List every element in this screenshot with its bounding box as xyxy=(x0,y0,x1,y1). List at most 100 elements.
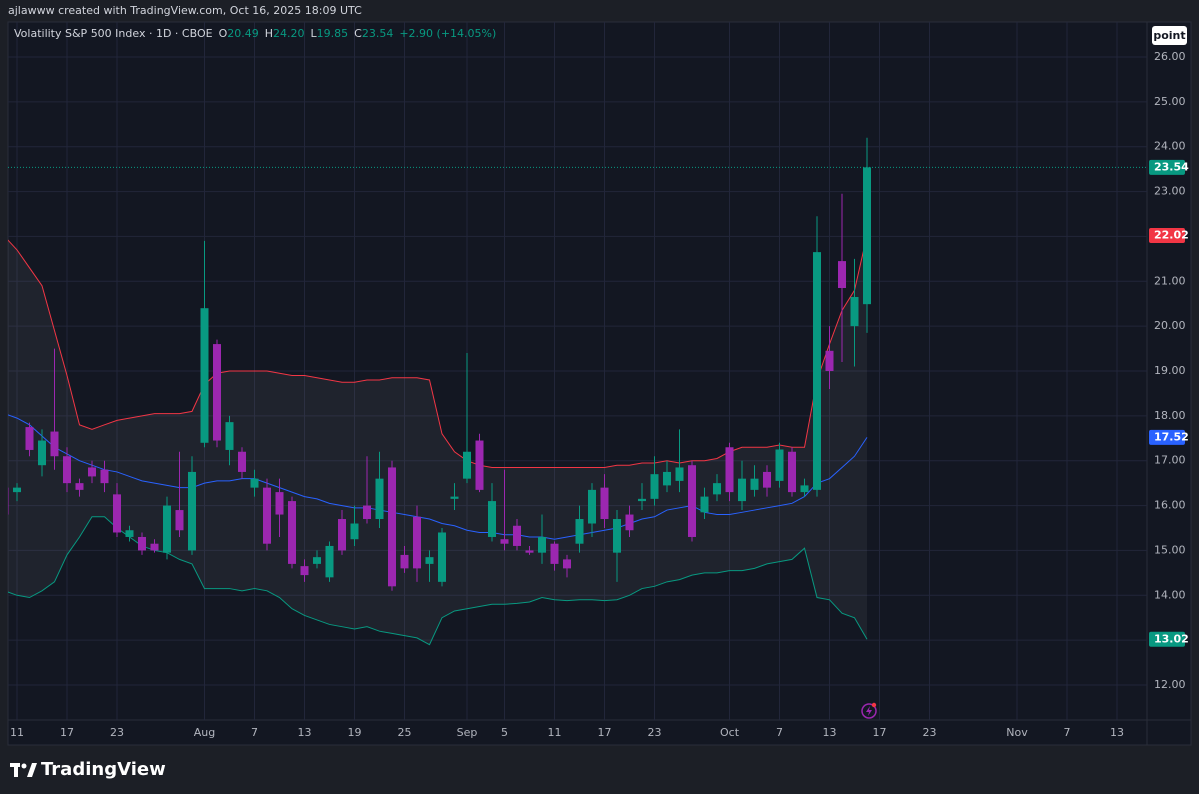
candle-body xyxy=(8,487,9,515)
candle-body xyxy=(500,539,509,544)
candle-body xyxy=(788,451,796,493)
candle-body xyxy=(300,566,309,576)
legend-key: O xyxy=(219,27,228,40)
x-tick-label: 25 xyxy=(398,726,412,739)
candle-body xyxy=(175,510,184,531)
plot xyxy=(8,137,1147,646)
candle-body xyxy=(200,308,209,443)
legend-key: L xyxy=(311,27,318,40)
candle-body xyxy=(588,489,596,524)
candle-body xyxy=(675,467,684,481)
candle-body xyxy=(425,557,434,564)
candle-body xyxy=(325,545,334,578)
candle-body xyxy=(138,536,146,551)
candle-body xyxy=(563,559,571,569)
y-tick-label: 14.00 xyxy=(1154,588,1186,601)
candle-body xyxy=(600,487,609,520)
candle-body xyxy=(63,456,71,484)
price-badge xyxy=(1149,159,1185,175)
legend-value: 20.49 xyxy=(227,27,259,40)
candle-body xyxy=(438,532,446,582)
candle-body xyxy=(338,519,346,551)
candle-body xyxy=(625,514,634,531)
candle-body xyxy=(838,261,846,289)
legend-key: C xyxy=(354,27,362,40)
candle-body xyxy=(738,478,746,502)
candle-body xyxy=(688,465,696,537)
footer-logo xyxy=(10,763,37,777)
candle-body xyxy=(763,471,771,488)
candle-body xyxy=(825,350,834,371)
x-tick-label: 17 xyxy=(60,726,74,739)
price-badge xyxy=(1149,631,1185,647)
x-tick-label: 23 xyxy=(923,726,937,739)
legend-value: 24.20 xyxy=(273,27,305,40)
candle-body xyxy=(638,498,646,502)
candle-body xyxy=(250,478,259,488)
price-badge-label: 17.52 xyxy=(1154,430,1189,443)
y-tick-label: 12.00 xyxy=(1154,678,1186,691)
candle-body xyxy=(525,550,534,553)
candle-body xyxy=(225,422,234,450)
legend-key: H xyxy=(265,27,273,40)
candle-body xyxy=(238,451,246,472)
candle-body xyxy=(350,523,359,540)
x-tick-label: 23 xyxy=(110,726,124,739)
candle-body xyxy=(75,483,84,490)
x-tick-label: 17 xyxy=(598,726,612,739)
candle-body xyxy=(88,467,96,477)
candle-body xyxy=(450,496,459,499)
candle-body xyxy=(125,530,134,537)
candle-body xyxy=(550,543,559,564)
x-tick-label: 5 xyxy=(501,726,508,739)
candle-body xyxy=(850,296,859,327)
price-badge xyxy=(1149,228,1185,244)
event-icon[interactable] xyxy=(861,702,877,719)
scale-button[interactable] xyxy=(1152,26,1187,45)
candle-body xyxy=(613,519,621,553)
candle-body xyxy=(50,431,59,457)
candle-body xyxy=(863,167,871,305)
grid xyxy=(8,22,1147,720)
candle-body xyxy=(725,447,734,493)
candle-body xyxy=(463,451,471,479)
legend: Volatility S&P 500 Index · 1D · CBOE O20.… xyxy=(14,27,496,40)
x-tick-label: 17 xyxy=(873,726,887,739)
x-tick-label: 11 xyxy=(548,726,562,739)
scale-button-label[interactable]: point xyxy=(1153,29,1185,42)
candle-body xyxy=(113,494,121,533)
candle-body xyxy=(400,554,409,569)
candle-body xyxy=(663,471,671,486)
price-badge-label: 13.02 xyxy=(1154,632,1189,645)
x-tick-label: 23 xyxy=(648,726,662,739)
axes: 12.0013.0014.0015.0016.0017.0018.0019.00… xyxy=(10,50,1189,739)
candle-body xyxy=(275,492,284,515)
candle-body xyxy=(13,487,21,493)
candle-body xyxy=(800,485,809,493)
x-tick-label: Sep xyxy=(457,726,478,739)
candle-body xyxy=(775,449,784,481)
candle-body xyxy=(163,505,171,553)
legend-value: 19.85 xyxy=(317,27,349,40)
candle-body xyxy=(38,440,46,466)
band-line xyxy=(8,516,868,646)
candle-body xyxy=(575,519,584,544)
y-tick-label: 19.00 xyxy=(1154,364,1186,377)
y-tick-label: 24.00 xyxy=(1154,140,1186,153)
band-fill xyxy=(8,235,867,645)
x-tick-label: 7 xyxy=(1064,726,1071,739)
y-tick-label: 15.00 xyxy=(1154,543,1186,556)
legend-change: +2.90 (+14.05%) xyxy=(399,27,496,40)
candle-body xyxy=(150,543,159,551)
header-text: ajlawww created with TradingView.com, Oc… xyxy=(8,4,362,17)
x-tick-label: Aug xyxy=(194,726,215,739)
candle-body xyxy=(713,483,721,495)
candle-body xyxy=(750,478,759,490)
candle-body xyxy=(375,478,384,520)
x-tick-label: 19 xyxy=(348,726,362,739)
x-tick-label: 13 xyxy=(823,726,837,739)
candle-body xyxy=(363,505,371,520)
y-tick-label: 26.00 xyxy=(1154,50,1186,63)
